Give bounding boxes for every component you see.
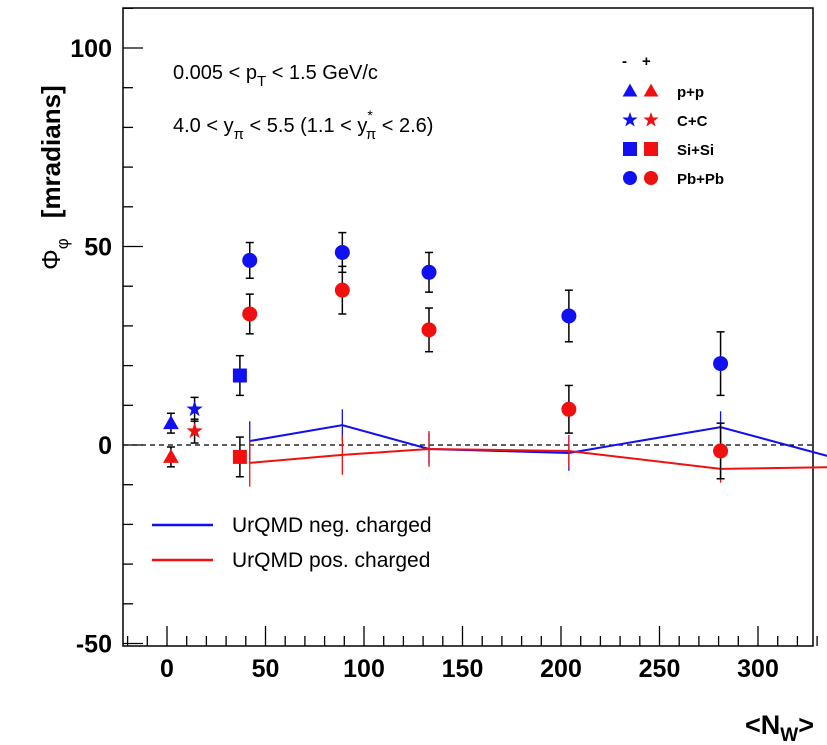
x-axis-title: <NW> xyxy=(745,710,814,745)
axis-ticks xyxy=(87,7,818,646)
point-pbpb-pos xyxy=(242,306,258,322)
y-axis-unit: [mradians] xyxy=(36,85,66,218)
point-cc-neg xyxy=(186,400,203,417)
legend-header-pos: + xyxy=(642,53,651,70)
legend-label-cc: C+C xyxy=(677,113,708,130)
legend-marker-triangle-neg xyxy=(622,83,638,97)
legend-header-neg: - xyxy=(622,53,627,70)
point-pbpb-neg xyxy=(713,356,729,372)
legend-label-pbpb: Pb+Pb xyxy=(677,171,724,188)
point-pbpb-neg xyxy=(242,252,258,268)
legend-label-pp: p+p xyxy=(677,84,704,101)
urqmd-legend: UrQMD neg. charged UrQMD pos. charged xyxy=(152,514,432,572)
legend-marker-circle-pos xyxy=(644,171,658,185)
legend-label-sisi: Si+Si xyxy=(677,142,714,159)
point-pp-neg xyxy=(163,415,179,430)
legend-marker-star-pos xyxy=(643,112,659,127)
point-pp-pos xyxy=(163,449,179,463)
y-axis-symbol-sub: φ xyxy=(53,238,72,249)
point-pbpb-neg xyxy=(334,244,350,260)
point-pbpb-pos xyxy=(421,322,437,338)
system-legend: - + p+p C+C Si+Si Pb+Pb xyxy=(622,53,724,188)
data-points xyxy=(163,244,729,464)
y-axis-title: Φφ [mradians] xyxy=(36,85,72,270)
urqmd-curves xyxy=(249,409,827,487)
y-axis-symbol: Φ xyxy=(36,249,66,270)
legend-marker-square-neg xyxy=(623,142,637,156)
x-tick-label: 0 xyxy=(160,655,174,683)
x-tick-label: 50 xyxy=(252,655,280,683)
x-tick-label: 200 xyxy=(540,655,582,683)
legend-marker-triangle-pos xyxy=(643,83,659,97)
point-pbpb-pos xyxy=(334,282,350,298)
legend-marker-circle-neg xyxy=(623,171,637,185)
point-sisi-pos xyxy=(232,449,247,464)
x-tick-label: 150 xyxy=(442,655,484,683)
plot-frame xyxy=(122,7,814,647)
legend-marker-star-neg xyxy=(622,112,638,127)
y-tick-label: 100 xyxy=(70,35,112,63)
point-cc-pos xyxy=(186,422,203,439)
error-bars xyxy=(166,231,725,480)
y-tick-label: 0 xyxy=(98,432,112,460)
legend-label-urqmd-pos: UrQMD pos. charged xyxy=(232,549,430,572)
x-tick-label: 100 xyxy=(343,655,385,683)
y-tick-label: -50 xyxy=(76,631,112,659)
y-tick-label: 50 xyxy=(84,234,112,262)
legend-marker-square-pos xyxy=(644,142,658,156)
x-tick-label: 300 xyxy=(737,655,779,683)
point-sisi-neg xyxy=(232,368,247,383)
annotation-rapidity-range: 4.0 < yπ < 5.5 (1.1 < y* π < 2.6) xyxy=(173,107,433,143)
svg-text:Φφ[mradians]: Φφ [mradians] xyxy=(36,85,72,270)
point-pbpb-pos xyxy=(713,443,729,459)
point-pbpb-neg xyxy=(561,308,577,324)
annotation-pt-range: 0.005 < pT < 1.5 GeV/c xyxy=(173,62,378,90)
point-pbpb-neg xyxy=(421,264,437,280)
urqmd-pos-line xyxy=(249,447,827,470)
point-pbpb-pos xyxy=(561,401,577,417)
x-tick-label: 250 xyxy=(639,655,681,683)
legend-label-urqmd-neg: UrQMD neg. charged xyxy=(232,514,432,537)
